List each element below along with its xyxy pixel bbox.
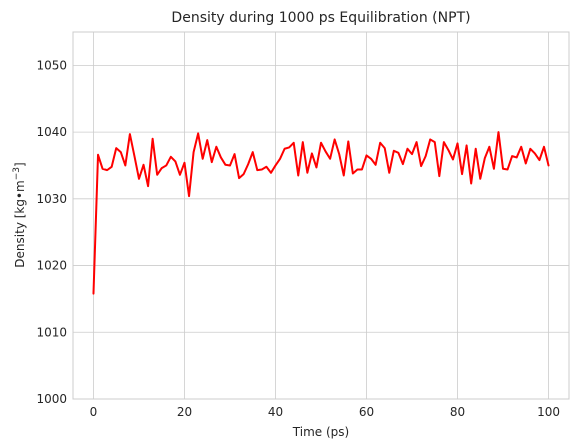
y-axis-label: Density [kg•m−3] <box>12 162 27 267</box>
x-tick-labels: 0 20 40 60 80 100 <box>90 405 560 419</box>
y-tick-labels: 1000 1010 1020 1030 1040 1050 <box>36 58 67 406</box>
x-tick-label: 100 <box>537 405 560 419</box>
y-axis-label-exponent: −3 <box>12 167 22 180</box>
y-tick-label: 1050 <box>36 58 67 72</box>
y-tick-label: 1020 <box>36 259 67 273</box>
y-tick-label: 1030 <box>36 192 67 206</box>
x-tick-label: 80 <box>450 405 465 419</box>
y-axis-label-main: Density [kg•m <box>13 180 27 267</box>
plot-border <box>72 31 570 400</box>
x-axis-label: Time (ps) <box>292 425 349 439</box>
plot-background <box>73 32 569 399</box>
chart-title: Density during 1000 ps Equilibration (NP… <box>171 10 470 26</box>
x-tick-label: 40 <box>268 405 283 419</box>
x-tick-label: 0 <box>90 405 98 419</box>
x-tick-label: 20 <box>177 405 192 419</box>
density-line <box>92 131 550 295</box>
y-tick-label: 1040 <box>36 125 67 139</box>
y-axis-label-close: ] <box>13 162 27 167</box>
x-tick-label: 60 <box>359 405 374 419</box>
y-tick-label: 1010 <box>36 325 67 339</box>
axes-frame <box>72 31 570 400</box>
y-tick-label: 1000 <box>36 392 67 406</box>
